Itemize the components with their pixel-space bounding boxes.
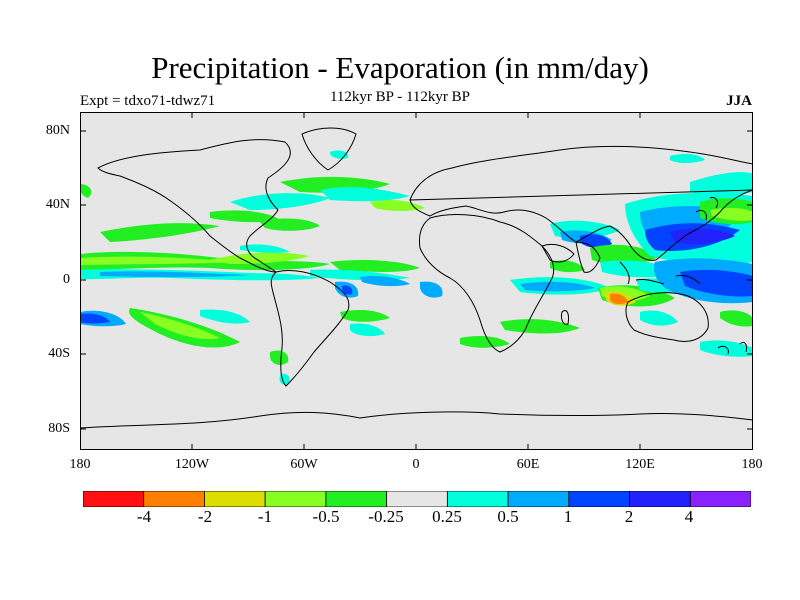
coastlines bbox=[80, 127, 753, 429]
colorbar-label: -0.25 bbox=[368, 507, 404, 526]
colorbar-swatch bbox=[325, 491, 388, 507]
colorbar-label: 0.5 bbox=[497, 507, 519, 526]
lat-tick-40s: 40S bbox=[48, 346, 70, 361]
colorbar-swatch bbox=[629, 491, 691, 507]
lon-tick-180w: 180 bbox=[69, 457, 91, 472]
colorbar-swatch bbox=[143, 491, 205, 507]
colorbar-swatch bbox=[446, 491, 509, 507]
map-ticks bbox=[80, 112, 753, 450]
colorbar-label: -0.5 bbox=[312, 507, 340, 526]
world-map bbox=[80, 112, 753, 450]
lon-tick-60e: 60E bbox=[516, 457, 540, 472]
lon-tick-180e: 180 bbox=[741, 457, 763, 472]
lon-tick-120w: 120W bbox=[174, 457, 210, 472]
colorbar-swatch bbox=[689, 491, 751, 507]
lat-tick-80n: 80N bbox=[45, 123, 70, 138]
colorbar-label: 2 bbox=[624, 507, 634, 526]
colorbar-label: -2 bbox=[197, 507, 213, 526]
lon-tick-60w: 60W bbox=[290, 457, 318, 472]
colorbar-label: -1 bbox=[257, 507, 273, 526]
colorbar-swatch bbox=[568, 491, 630, 507]
colorbar-swatch bbox=[204, 491, 266, 507]
lon-tick-0: 0 bbox=[412, 457, 420, 472]
colorbar bbox=[83, 491, 751, 507]
experiment-label: Expt = tdxo71-tdwz71 bbox=[80, 93, 216, 109]
colorbar-swatch bbox=[507, 491, 570, 507]
season-label: JJA bbox=[726, 93, 752, 109]
lon-tick-120e: 120E bbox=[625, 457, 655, 472]
lat-tick-0: 0 bbox=[63, 272, 70, 287]
colorbar-label: 1 bbox=[563, 507, 573, 526]
colorbar-label: -4 bbox=[136, 507, 152, 526]
lat-tick-80s: 80S bbox=[48, 421, 70, 436]
chart-title: Precipitation - Evaporation (in mm/day) bbox=[151, 50, 649, 85]
colorbar-swatch bbox=[264, 491, 327, 507]
colorbar-swatch bbox=[386, 491, 448, 507]
colorbar-label: 0.25 bbox=[432, 507, 462, 526]
lat-tick-40n: 40N bbox=[45, 197, 70, 212]
period-label: 112kyr BP - 112kyr BP bbox=[329, 89, 470, 105]
colorbar-label: 4 bbox=[684, 507, 694, 526]
colorbar-swatch bbox=[83, 491, 145, 507]
